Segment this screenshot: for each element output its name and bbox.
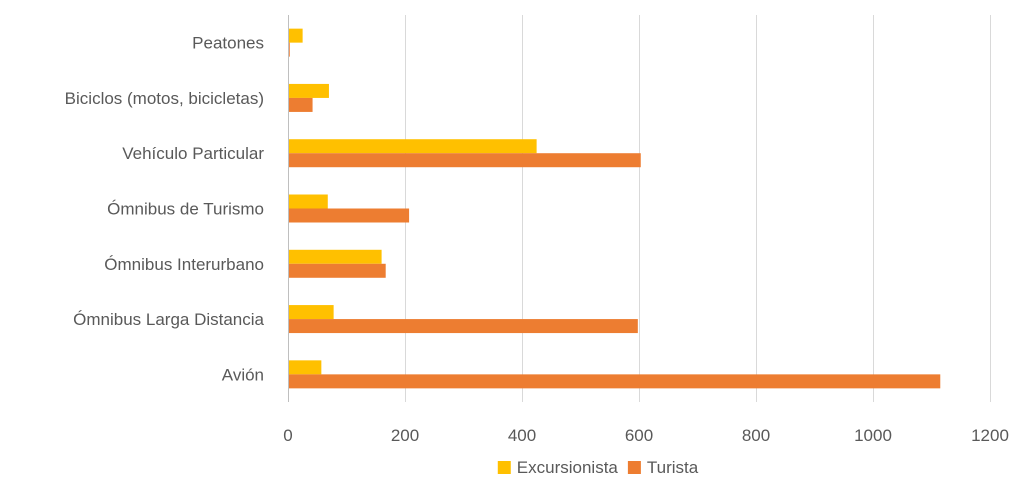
bar-excursionista-2 xyxy=(288,139,537,154)
x-tick-label: 1200 xyxy=(971,426,1009,445)
legend-label-turista: Turista xyxy=(647,458,699,477)
category-labels: Peatones Biciclos (motos, bicicletas) Vehí… xyxy=(65,34,265,385)
legend-label-excursionista: Excursionista xyxy=(517,458,619,477)
category-label: Ómnibus de Turismo xyxy=(107,200,264,219)
x-tick-labels: 0 200 400 600 800 1000 1200 xyxy=(283,426,1009,445)
bars xyxy=(288,28,941,389)
legend-swatch-excursionista xyxy=(497,461,511,474)
bar-turista-4 xyxy=(288,263,386,278)
x-tick-label: 400 xyxy=(508,426,536,445)
legend: Excursionista Turista xyxy=(497,458,699,477)
bar-excursionista-3 xyxy=(288,194,328,209)
bar-turista-5 xyxy=(288,319,638,334)
x-tick-label: 200 xyxy=(391,426,419,445)
x-tick-label: 0 xyxy=(283,426,292,445)
bar-turista-6 xyxy=(288,374,941,389)
category-label: Ómnibus Interurbano xyxy=(104,255,264,274)
bar-excursionista-4 xyxy=(288,249,382,264)
x-tick-label: 800 xyxy=(742,426,770,445)
category-label: Ómnibus Larga Distancia xyxy=(73,310,264,329)
bar-excursionista-1 xyxy=(288,83,329,98)
bar-turista-1 xyxy=(288,97,313,112)
x-tick-label: 600 xyxy=(625,426,653,445)
bar-excursionista-5 xyxy=(288,305,334,320)
category-label: Biciclos (motos, bicicletas) xyxy=(65,89,264,108)
gridlines xyxy=(405,15,991,402)
category-label: Peatones xyxy=(192,34,264,53)
bar-excursionista-6 xyxy=(288,360,322,375)
x-tick-label: 1000 xyxy=(854,426,892,445)
legend-swatch-turista xyxy=(627,461,641,474)
bar-turista-2 xyxy=(288,153,641,168)
category-label: Avión xyxy=(222,365,264,384)
bar-excursionista-0 xyxy=(288,28,303,43)
bar-turista-3 xyxy=(288,208,410,223)
category-label: Vehículo Particular xyxy=(122,144,264,163)
